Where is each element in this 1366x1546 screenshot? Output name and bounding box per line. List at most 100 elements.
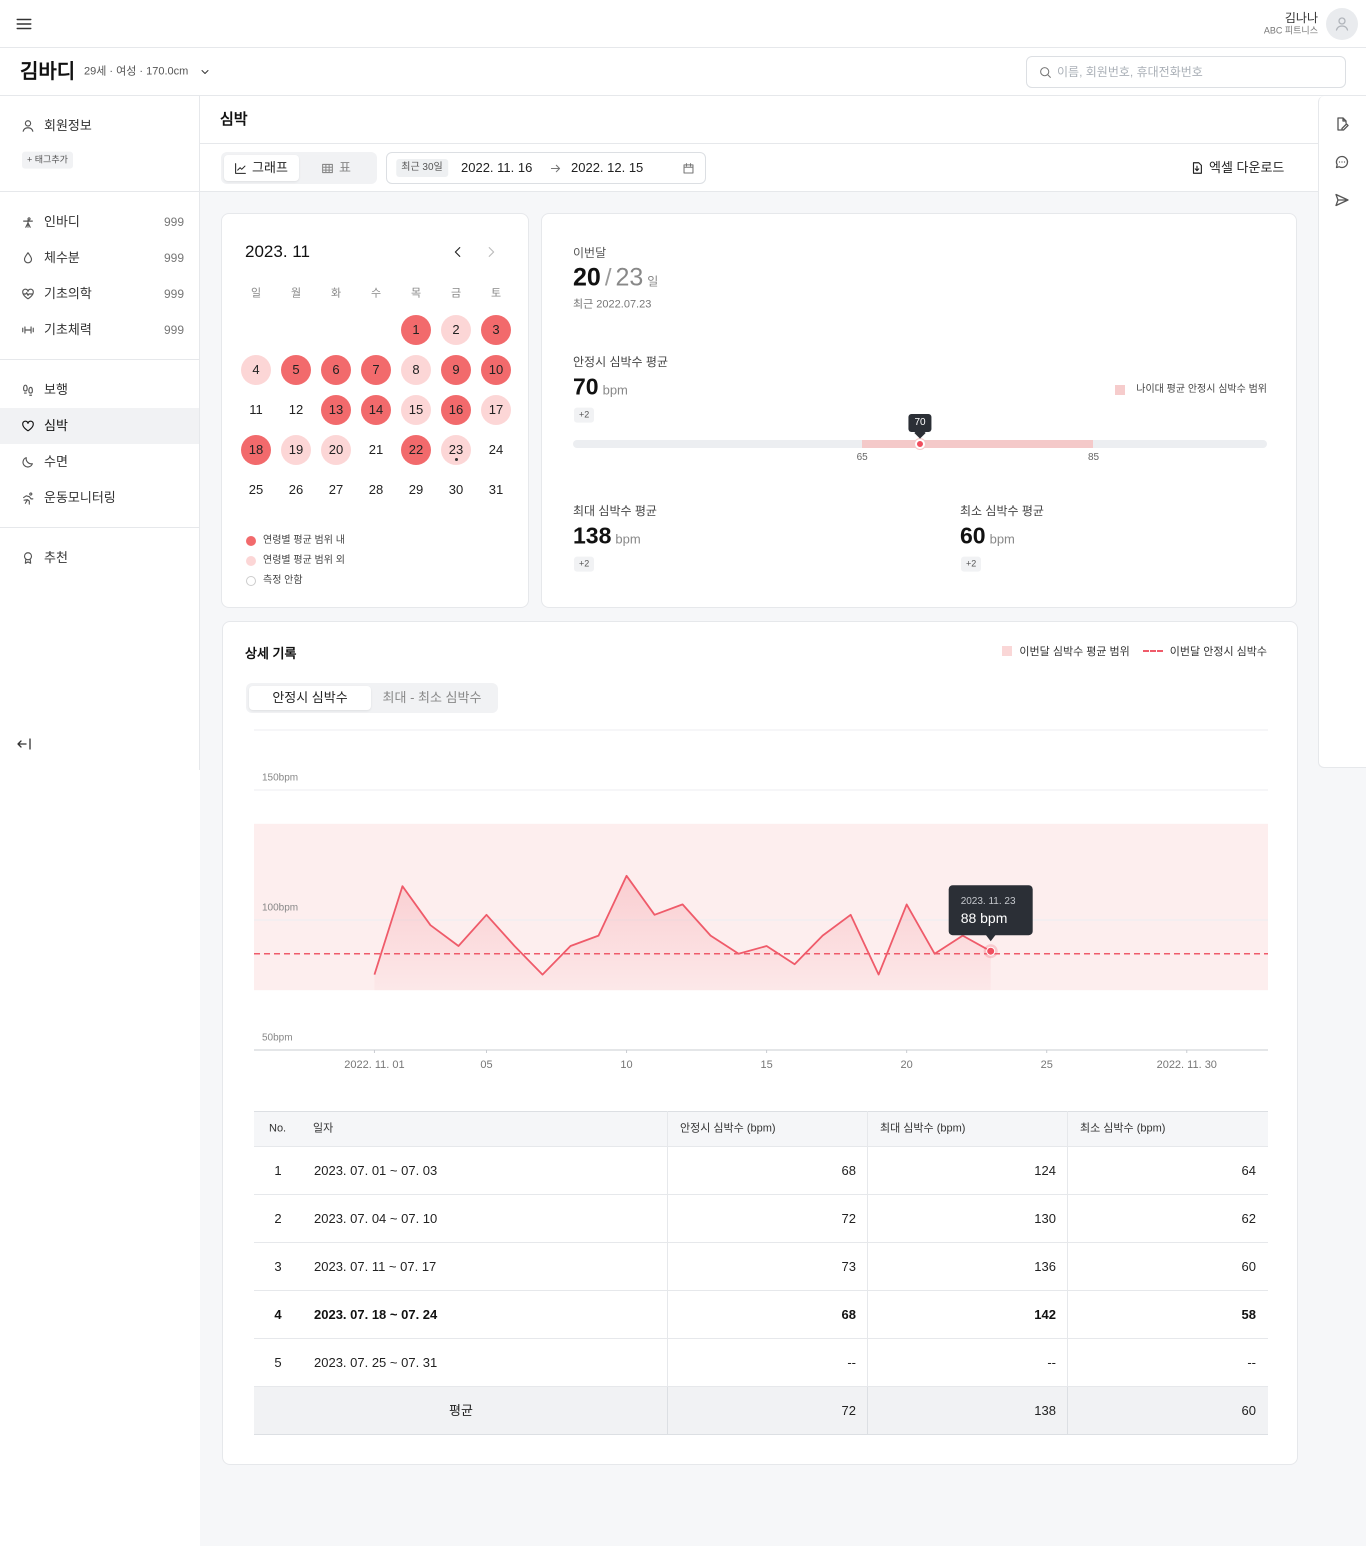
y-tick-label: 150bpm [262, 773, 298, 784]
avatar-icon-shape [1335, 17, 1349, 31]
day-number[interactable]: 5 [292, 362, 300, 378]
menu-item[interactable]: 운동모니터링 [44, 490, 116, 506]
day-number[interactable]: 19 [288, 442, 304, 458]
download-icon-shape [1192, 162, 1202, 174]
view-tab[interactable]: 표 [339, 160, 351, 176]
day-number[interactable]: 4 [252, 362, 260, 378]
stat-value: 60 [960, 522, 986, 549]
x-tick-label: 10 [620, 1059, 632, 1071]
view-tab[interactable]: 그래프 [252, 160, 288, 176]
column-header: 최대 심박수 (bpm) [880, 1122, 966, 1135]
day-number[interactable]: 28 [368, 482, 384, 498]
day-circle-in [401, 315, 431, 345]
rail-button[interactable] [1334, 192, 1350, 208]
row-value: -- [1247, 1355, 1256, 1371]
member-dropdown[interactable] [199, 66, 211, 78]
stat-unit: bpm [602, 382, 628, 398]
day-number[interactable]: 14 [368, 402, 384, 418]
day-number[interactable]: 20 [328, 442, 344, 458]
menu-item[interactable]: 보행 [44, 382, 68, 398]
day-number[interactable]: 23 [448, 442, 464, 458]
day-number[interactable]: 2 [452, 322, 460, 338]
x-tick-label: 20 [901, 1059, 913, 1071]
day-circle-out [321, 435, 351, 465]
day-number[interactable]: 29 [408, 482, 424, 498]
calendar-button[interactable] [682, 162, 695, 175]
member-info: 29세 · 여성 · 170.0cm [84, 65, 189, 78]
day-number[interactable]: 11 [249, 402, 263, 418]
title-bar [200, 96, 1318, 144]
day-number[interactable]: 1 [412, 322, 420, 338]
day-number[interactable]: 30 [448, 482, 464, 498]
day-number[interactable]: 12 [288, 402, 304, 418]
day-circle-out [401, 355, 431, 385]
day-number[interactable]: 26 [288, 482, 304, 498]
day-number[interactable]: 17 [488, 402, 504, 418]
collapse-button[interactable] [16, 736, 32, 752]
menu-item[interactable]: 체수분 [44, 250, 80, 266]
day-number[interactable]: 8 [412, 362, 420, 378]
range-legend: 나이대 평균 안정시 심박수 범위 [1136, 384, 1267, 395]
day-number[interactable]: 13 [328, 402, 344, 418]
menu-count: 999 [163, 286, 184, 301]
day-number[interactable]: 15 [408, 402, 424, 418]
day-number[interactable]: 6 [332, 362, 340, 378]
avatar[interactable] [1326, 8, 1358, 40]
profile-link[interactable]: 회원정보 [44, 118, 92, 134]
menu-item[interactable]: 인바디 [44, 214, 80, 230]
day-circle-out [441, 315, 471, 345]
rail-button[interactable] [1334, 154, 1350, 170]
legend-dot [246, 576, 256, 586]
day-number[interactable]: 10 [488, 362, 504, 378]
menu-icon-shape [23, 384, 33, 396]
detail-tab[interactable]: 최대 - 최소 심박수 [382, 690, 482, 706]
day-number[interactable]: 3 [492, 322, 500, 338]
day-number[interactable]: 31 [488, 482, 504, 498]
menu-item[interactable]: 수면 [44, 454, 68, 470]
member-dropdown-shape [201, 70, 209, 74]
download-button[interactable]: 엑셀 다운로드 [1209, 160, 1285, 176]
day-number[interactable]: 21 [368, 442, 384, 458]
day-number[interactable]: 18 [248, 442, 264, 458]
menu-item[interactable]: 추천 [44, 550, 68, 566]
search-placeholder: 이름, 회원번호, 휴대전화번호 [1057, 64, 1203, 79]
menu-item[interactable]: 심박 [44, 418, 68, 434]
sidebar-divider [0, 191, 200, 192]
row-date: 2023. 07. 11 ~ 07. 17 [314, 1259, 437, 1275]
menu-item[interactable]: 기초체력 [44, 322, 92, 338]
page-title: 심박 [220, 111, 248, 128]
menu-icon-shape [22, 457, 33, 468]
day-circle-out [281, 435, 311, 465]
day-number[interactable]: 16 [448, 402, 464, 418]
date-arrow-shape [550, 164, 560, 172]
rail-button[interactable] [1334, 116, 1350, 132]
day-number[interactable]: 7 [372, 362, 380, 378]
detail-tab[interactable]: 안정시 심박수 [272, 690, 348, 706]
search-box[interactable]: 이름, 회원번호, 휴대전화번호 [1026, 56, 1346, 88]
calendar-next-shape [488, 247, 495, 257]
day-marker [454, 458, 458, 461]
day-number[interactable]: 27 [328, 482, 344, 498]
menu-icon [22, 288, 34, 300]
profile-icon [22, 120, 34, 132]
day-number[interactable]: 24 [488, 442, 504, 458]
menu-icon-shape [22, 326, 34, 334]
member-name: 김바디 [20, 61, 76, 83]
menu-item[interactable]: 기초의학 [44, 286, 92, 302]
day-number[interactable]: 9 [452, 362, 460, 378]
point [986, 946, 996, 956]
x-tick-label: 2022. 11. 01 [344, 1059, 404, 1071]
download-icon[interactable] [1190, 161, 1204, 175]
calendar-prev[interactable] [451, 245, 465, 259]
tag-button[interactable]: + 태그추가 [22, 151, 73, 169]
weekday-label: 수 [370, 287, 382, 300]
menu-button[interactable] [15, 15, 33, 33]
calendar-next[interactable] [484, 245, 498, 259]
day-circle-out [481, 395, 511, 425]
rail-button-shape [1337, 117, 1349, 131]
summary-card: 이번달 20/23 일 최근 2022.07.23 안정시 심박수 평균 70 bpm +2 최… [541, 213, 1297, 608]
day-circle-in [321, 355, 351, 385]
recent-date: 최근 2022.07.23 [573, 298, 652, 311]
day-number[interactable]: 25 [248, 482, 264, 498]
day-number[interactable]: 22 [408, 442, 424, 458]
